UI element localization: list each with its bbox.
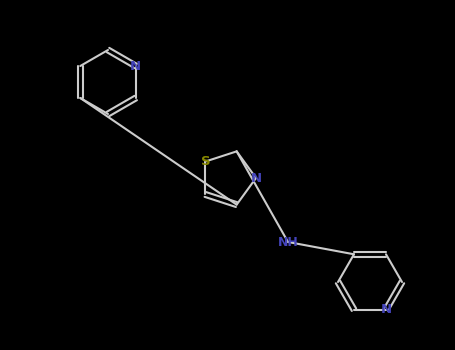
- Text: NH: NH: [278, 236, 298, 248]
- Text: N: N: [130, 60, 141, 72]
- Text: N: N: [380, 303, 392, 316]
- Text: N: N: [250, 172, 262, 184]
- Text: S: S: [201, 155, 210, 168]
